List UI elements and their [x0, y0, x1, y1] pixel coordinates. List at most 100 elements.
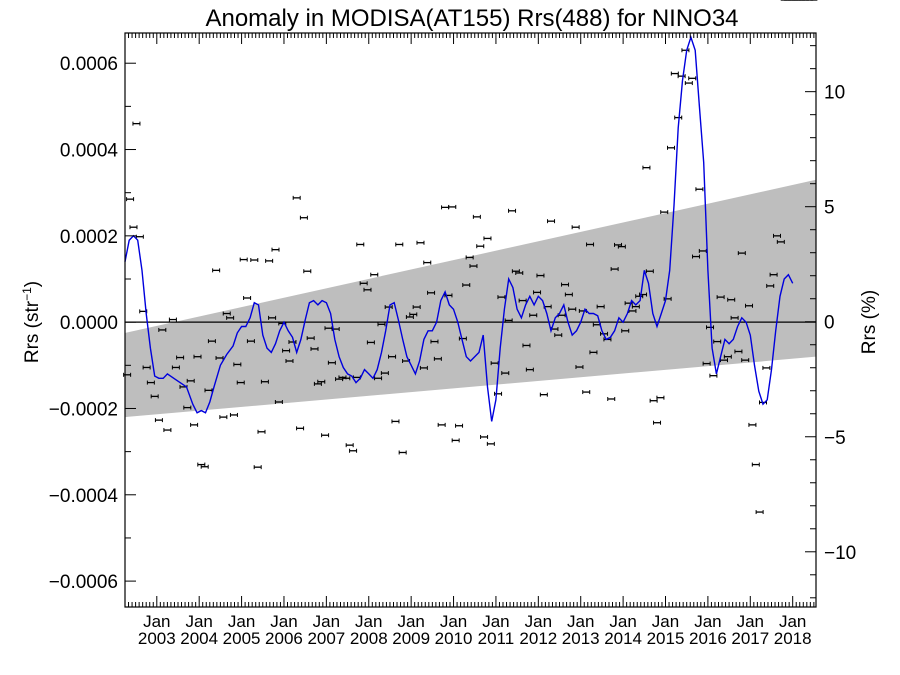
x-tick-label-month: Jan [440, 612, 467, 631]
x-tick-label-year: 2015 [647, 629, 685, 648]
anomaly-point [645, 269, 654, 274]
anomaly-point [246, 339, 255, 344]
anomaly-point [730, 315, 739, 320]
anomaly-point [539, 392, 548, 397]
x-tick-label-month: Jan [270, 612, 297, 631]
anomaly-point [171, 365, 180, 370]
anomaly-point [713, 339, 722, 344]
anomaly-point [455, 423, 464, 428]
y-left-tick-label: 0.0002 [60, 227, 118, 248]
anomaly-point [253, 465, 262, 470]
anomaly-point [529, 313, 538, 318]
x-tick-label-month: Jan [737, 612, 764, 631]
y-left-tick-label: 0.0000 [60, 313, 118, 334]
uncertainty-band [125, 179, 816, 418]
anomaly-point [313, 381, 322, 386]
anomaly-point [755, 510, 764, 515]
anomaly-point [303, 269, 312, 274]
anomaly-point [621, 328, 630, 333]
anomaly-point [653, 420, 662, 425]
anomaly-point [200, 464, 209, 469]
anomaly-point [430, 339, 439, 344]
anomaly-point [480, 434, 489, 439]
anomaly-point [769, 272, 778, 277]
anomaly-point [533, 290, 542, 295]
anomaly-point [384, 305, 393, 310]
x-tick-label-month: Jan [313, 612, 340, 631]
anomaly-point [515, 270, 524, 275]
anomaly-point [695, 187, 704, 192]
anomaly-point [497, 295, 506, 300]
anomaly-point [681, 48, 690, 53]
anomaly-point [617, 244, 626, 249]
anomaly-point [409, 312, 418, 317]
anomaly-point [554, 333, 563, 338]
y-right-tick-label: 0 [824, 313, 835, 334]
y-right-tick-label: 10 [824, 83, 845, 104]
anomaly-point [374, 376, 383, 381]
x-tick-label-year: 2016 [689, 629, 727, 648]
y-left-tick-label: −0.0006 [49, 572, 118, 593]
y-axis-left-label-close: ) [22, 281, 43, 287]
anomaly-point [222, 311, 231, 316]
anomaly-point [547, 219, 556, 224]
anomaly-point [751, 462, 760, 467]
anomaly-point [349, 448, 358, 453]
x-tick-label-month: Jan [525, 612, 552, 631]
anomaly-point [536, 273, 545, 278]
anomaly-point [660, 210, 669, 215]
x-tick-label-month: Jan [397, 612, 424, 631]
anomaly-point [168, 317, 177, 322]
x-tick-label-year: 2004 [180, 629, 218, 648]
anomaly-point [504, 318, 513, 323]
anomaly-point [377, 322, 386, 327]
anomaly-point [363, 287, 372, 292]
anomaly-point [741, 358, 750, 363]
anomaly-point [458, 336, 467, 341]
y-right-tick-label: 5 [824, 198, 835, 219]
anomaly-point [472, 214, 481, 219]
x-tick-label-year: 2005 [223, 629, 261, 648]
anomaly-point [656, 395, 665, 400]
anomaly-point [684, 81, 693, 86]
anomaly-point [391, 419, 400, 424]
anomaly-point [564, 292, 573, 297]
anomaly-point [469, 264, 478, 269]
x-tick-label-year: 2008 [350, 629, 388, 648]
y-right-tick-label: −5 [824, 428, 846, 449]
x-tick-label-year: 2014 [604, 629, 642, 648]
anomaly-point [670, 71, 679, 76]
anomaly-point [405, 314, 414, 319]
anomaly-point [508, 208, 517, 213]
x-tick-label-month: Jan [143, 612, 170, 631]
anomaly-point [126, 197, 135, 202]
anomaly-point [582, 390, 591, 395]
x-tick-label-month: Jan [694, 612, 721, 631]
anomaly-point [146, 380, 155, 385]
x-tick-label-year: 2006 [265, 629, 303, 648]
smoothed-line-layer [124, 35, 794, 422]
anomaly-point [229, 412, 238, 417]
anomaly-point [359, 281, 368, 286]
anomaly-point [525, 367, 534, 372]
anomaly-point [483, 236, 492, 241]
anomaly-point [610, 267, 619, 272]
anomaly-point [176, 355, 185, 360]
y-left-tick-label: 0.0006 [60, 54, 118, 75]
anomaly-point [586, 242, 595, 247]
anomaly-point [282, 348, 291, 353]
anomaly-point [395, 242, 404, 247]
anomaly-point [292, 195, 301, 200]
x-tick-label-year: 2012 [519, 629, 557, 648]
smoothed-anomaly-line [124, 35, 794, 422]
anomaly-point [215, 355, 224, 360]
anomaly-point [412, 305, 421, 310]
anomaly-point [766, 283, 775, 288]
anomaly-point [150, 394, 159, 399]
anomaly-point [441, 205, 450, 210]
x-tick-label-month: Jan [652, 612, 679, 631]
anomaly-point [451, 438, 460, 443]
y-right-tick-label: −10 [824, 543, 856, 564]
anomaly-point [321, 433, 330, 438]
anomaly-point [190, 422, 199, 427]
